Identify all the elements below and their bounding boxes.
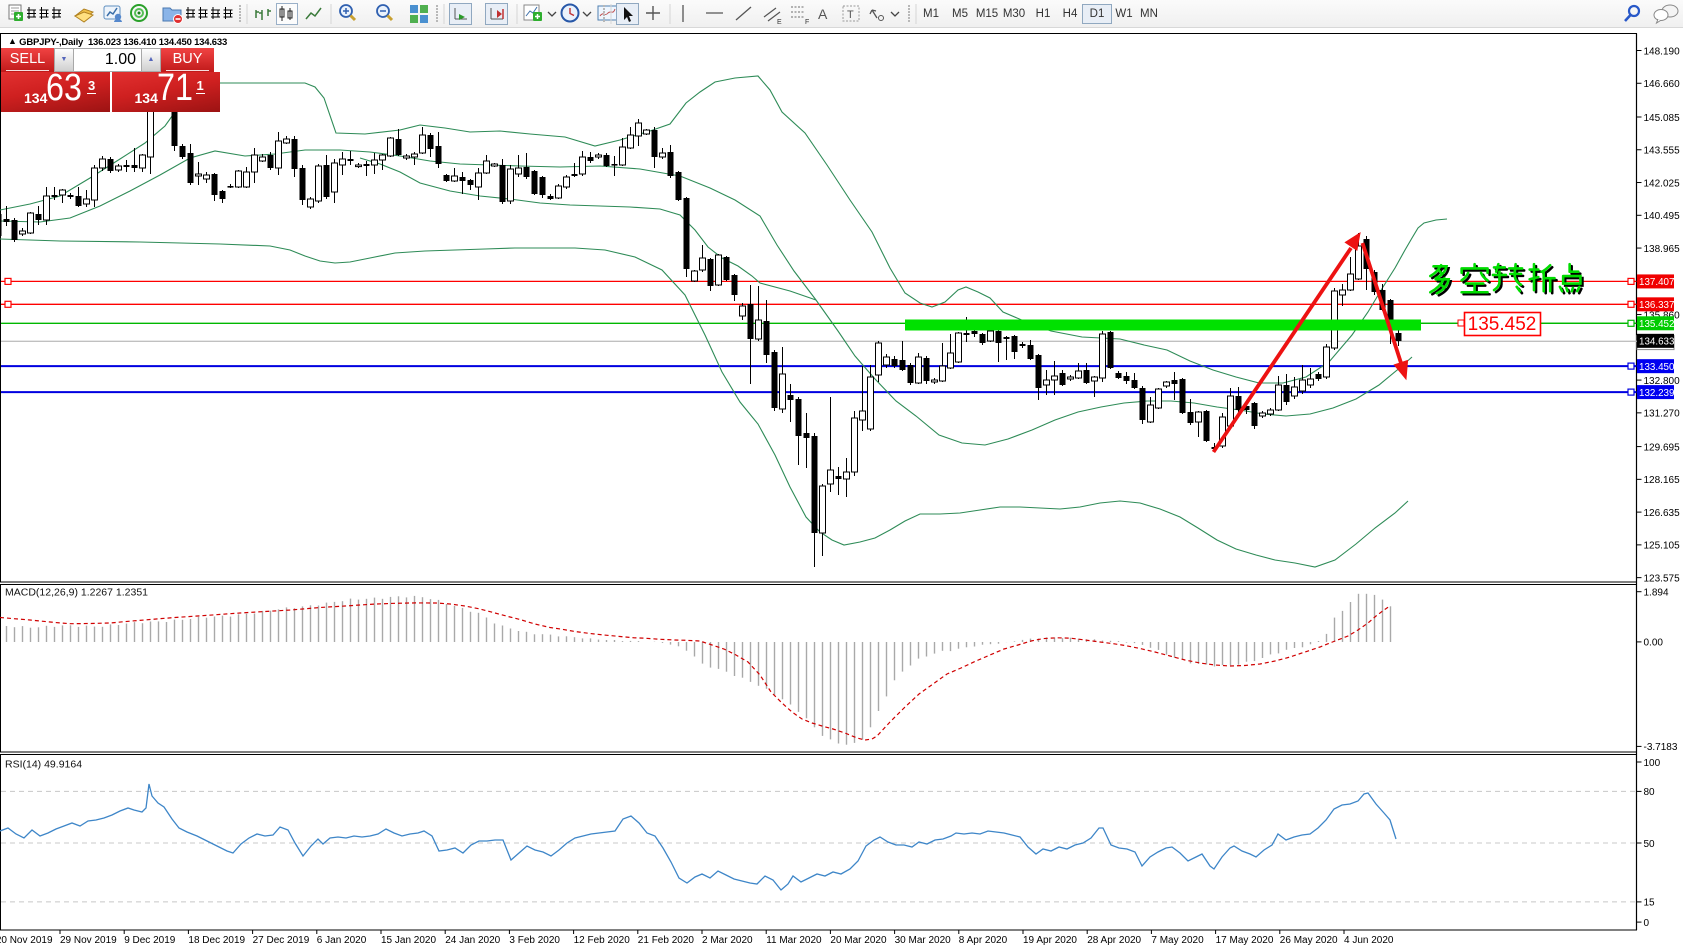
svg-text:RSI(14) 49.9164: RSI(14) 49.9164 [5, 759, 82, 771]
svg-text:126.635: 126.635 [1644, 508, 1681, 519]
svg-text:128.165: 128.165 [1644, 475, 1681, 486]
svg-text:15: 15 [1644, 898, 1656, 909]
svg-text:15 Jan 2020: 15 Jan 2020 [381, 935, 436, 946]
svg-text:A: A [818, 6, 828, 22]
svg-text:133.450: 133.450 [1639, 362, 1675, 373]
svg-text:2 Mar 2020: 2 Mar 2020 [702, 935, 753, 946]
svg-text:1.894: 1.894 [1644, 588, 1669, 599]
svg-text:12 Feb 2020: 12 Feb 2020 [574, 935, 631, 946]
svg-text:129.695: 129.695 [1644, 442, 1681, 453]
svg-text:20 Nov 2019: 20 Nov 2019 [0, 935, 53, 946]
svg-text:132.239: 132.239 [1639, 388, 1674, 399]
svg-text:123.575: 123.575 [1644, 573, 1681, 584]
svg-text:148.190: 148.190 [1644, 46, 1681, 57]
svg-text:138.965: 138.965 [1644, 244, 1681, 255]
svg-text:135.452: 135.452 [1468, 314, 1537, 335]
svg-text:26 May 2020: 26 May 2020 [1280, 935, 1338, 946]
svg-text:6 Jan 2020: 6 Jan 2020 [317, 935, 367, 946]
svg-text:7 May 2020: 7 May 2020 [1151, 935, 1204, 946]
svg-text:18 Dec 2019: 18 Dec 2019 [188, 935, 245, 946]
svg-text:17 May 2020: 17 May 2020 [1216, 935, 1274, 946]
svg-text:136.337: 136.337 [1639, 300, 1674, 311]
svg-text:142.025: 142.025 [1644, 178, 1681, 189]
svg-text:0.00: 0.00 [1644, 638, 1664, 649]
svg-text:134.633: 134.633 [1639, 337, 1675, 348]
svg-text:146.660: 146.660 [1644, 79, 1681, 90]
svg-text:T: T [847, 9, 854, 21]
svg-text:30 Mar 2020: 30 Mar 2020 [895, 935, 952, 946]
svg-text:MACD(12,26,9) 1.2267 1.2351: MACD(12,26,9) 1.2267 1.2351 [5, 587, 148, 599]
svg-text:F: F [805, 19, 809, 26]
svg-text:28 Apr 2020: 28 Apr 2020 [1087, 935, 1141, 946]
svg-text:135.860: 135.860 [1644, 310, 1681, 321]
svg-text:21 Feb 2020: 21 Feb 2020 [638, 935, 695, 946]
svg-text:0: 0 [1644, 918, 1650, 929]
svg-text:140.495: 140.495 [1644, 211, 1681, 222]
svg-text:3 Feb 2020: 3 Feb 2020 [509, 935, 560, 946]
svg-text:4 Jun 2020: 4 Jun 2020 [1344, 935, 1394, 946]
svg-text:11 Mar 2020: 11 Mar 2020 [766, 935, 822, 946]
svg-text:100: 100 [1644, 758, 1661, 769]
svg-text:9 Dec 2019: 9 Dec 2019 [124, 935, 176, 946]
svg-text:125.105: 125.105 [1644, 541, 1681, 552]
svg-text:-3.7183: -3.7183 [1644, 742, 1678, 753]
svg-text:80: 80 [1644, 787, 1656, 798]
svg-text:20 Mar 2020: 20 Mar 2020 [830, 935, 887, 946]
svg-text:132.800: 132.800 [1644, 376, 1681, 387]
svg-text:135.452: 135.452 [1639, 319, 1674, 330]
svg-text:131.270: 131.270 [1644, 409, 1681, 420]
svg-text:27 Dec 2019: 27 Dec 2019 [253, 935, 310, 946]
svg-text:E: E [777, 19, 782, 26]
svg-text:137.407: 137.407 [1639, 277, 1674, 288]
svg-text:29 Nov 2019: 29 Nov 2019 [60, 935, 117, 946]
svg-text:19 Apr 2020: 19 Apr 2020 [1023, 935, 1077, 946]
svg-text:143.555: 143.555 [1644, 146, 1681, 157]
svg-text:145.085: 145.085 [1644, 113, 1681, 124]
svg-text:50: 50 [1644, 839, 1656, 850]
svg-text:8 Apr 2020: 8 Apr 2020 [959, 935, 1008, 946]
svg-text:24 Jan 2020: 24 Jan 2020 [445, 935, 500, 946]
